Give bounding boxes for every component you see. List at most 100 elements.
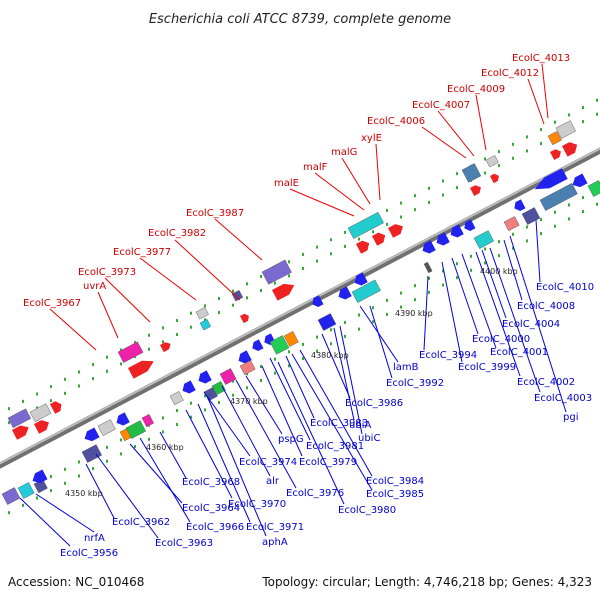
gene-label[interactable]: aphA [262, 537, 288, 548]
connector-line [95, 453, 159, 539]
gene-label[interactable]: EcolC_3956 [60, 548, 118, 559]
gene-label[interactable]: ubiC [358, 433, 380, 444]
gene-arrow [84, 427, 100, 442]
gene-label[interactable]: EcolC_3994 [419, 350, 477, 361]
connector-line [269, 357, 311, 441]
gene-label[interactable]: EcolC_3974 [239, 457, 297, 468]
gene-label[interactable]: EcolC_3984 [366, 476, 424, 487]
gene-label[interactable]: EcolC_4006 [367, 116, 425, 127]
position-dot [400, 201, 402, 205]
position-dot [246, 282, 248, 286]
gene-label[interactable]: malE [274, 178, 299, 189]
gene-arrow [34, 420, 49, 434]
gene-label[interactable]: EcolC_3966 [186, 522, 244, 533]
position-dot [484, 171, 486, 175]
gene-label[interactable]: EcolC_3967 [23, 298, 81, 309]
gene-label[interactable]: EcolC_3968 [182, 477, 240, 488]
gene-label[interactable]: EcolC_4008 [517, 301, 575, 312]
position-dot [176, 409, 178, 413]
position-dot [106, 459, 108, 463]
connector-line [159, 431, 187, 479]
gene-label[interactable]: EcolC_3999 [458, 362, 516, 373]
position-dot [64, 481, 66, 485]
position-dot [50, 385, 52, 389]
position-dot [568, 113, 570, 117]
gene-label[interactable]: EcolC_3981 [306, 441, 364, 452]
gene-label[interactable]: EcolC_3970 [228, 499, 286, 510]
gene-arrow [198, 370, 212, 384]
position-dot [50, 475, 52, 479]
gene-label[interactable]: malG [331, 147, 357, 158]
gene-label[interactable]: EcolC_4007 [412, 100, 470, 111]
gene-label[interactable]: EcolC_3983 [310, 418, 368, 429]
gene-label[interactable]: xylE [361, 133, 382, 144]
position-dot [358, 313, 360, 317]
gene-label[interactable]: EcolC_3982 [148, 228, 206, 239]
position-dot [162, 416, 164, 420]
gene-label[interactable]: uvrA [83, 281, 106, 292]
gene-label[interactable]: EcolC_3979 [299, 457, 357, 468]
gene-label[interactable]: EcolC_4012 [481, 68, 539, 79]
gene-label[interactable]: EcolC_3980 [338, 505, 396, 516]
position-dot [8, 421, 10, 425]
gene-label[interactable]: alr [266, 476, 280, 487]
position-dot [554, 224, 556, 228]
position-dot [442, 179, 444, 183]
position-dot [190, 415, 192, 419]
gene-label[interactable]: EcolC_4000 [472, 334, 530, 345]
position-dot [386, 298, 388, 302]
gene-label[interactable]: EcolC_4001 [490, 347, 548, 358]
position-dot [190, 325, 192, 329]
position-dot [288, 364, 290, 368]
position-dot [78, 460, 80, 464]
position-dot [218, 311, 220, 315]
gene-label[interactable]: EcolC_3962 [112, 517, 170, 528]
gene-label[interactable]: EcolC_3973 [78, 267, 136, 278]
gene-label[interactable]: EcolC_3985 [366, 489, 424, 500]
gene-label[interactable]: EcolC_3987 [186, 208, 244, 219]
gene-label[interactable]: lamB [393, 362, 419, 373]
gene-label[interactable]: EcolC_4004 [502, 319, 560, 330]
connector-line [375, 143, 381, 201]
gene-label[interactable]: EcolC_3977 [113, 247, 171, 258]
gene-label[interactable]: EcolC_3992 [386, 378, 444, 389]
position-dot [484, 157, 486, 161]
gene-label[interactable]: pgi [563, 412, 578, 423]
gene-label[interactable]: EcolC_4003 [534, 393, 592, 404]
position-dot [596, 112, 598, 116]
gene-label[interactable]: pspG [278, 434, 304, 445]
position-dot [64, 391, 66, 395]
gene-label[interactable]: EcolC_4013 [512, 53, 570, 64]
position-dot [400, 291, 402, 295]
gene-label[interactable]: EcolC_3963 [155, 538, 213, 549]
position-dot [428, 276, 430, 280]
position-dot [78, 474, 80, 478]
gene-box [261, 259, 292, 285]
gene-label[interactable]: malF [303, 162, 328, 173]
connector-line [104, 277, 151, 323]
position-dot [36, 392, 38, 396]
connector-line [314, 172, 365, 211]
tick-label: 4350 kbp [65, 489, 103, 498]
gene-label[interactable]: EcolC_4002 [517, 377, 575, 388]
gene-label[interactable]: EcolC_3964 [182, 503, 240, 514]
position-dot [344, 230, 346, 234]
gene-arrow [338, 286, 352, 300]
gene-label[interactable]: EcolC_3976 [286, 488, 344, 499]
position-dot [442, 269, 444, 273]
gene-label[interactable]: nrfA [84, 533, 105, 544]
position-dot [568, 203, 570, 207]
gene-arrow [572, 173, 588, 188]
connector-line [341, 157, 371, 205]
forward-gene-track [7, 120, 578, 440]
gene-label[interactable]: EcolC_4009 [447, 84, 505, 95]
gene-label[interactable]: EcolC_4010 [536, 282, 594, 293]
reverse-label-connectors [19, 219, 567, 547]
position-dot [92, 377, 94, 381]
gene-label[interactable]: EcolC_3986 [345, 398, 403, 409]
position-dot [204, 394, 206, 398]
position-dot [484, 247, 486, 251]
connector-line [289, 188, 355, 217]
gene-label[interactable]: ubiA [349, 420, 371, 431]
gene-label[interactable]: EcolC_3971 [246, 522, 304, 533]
